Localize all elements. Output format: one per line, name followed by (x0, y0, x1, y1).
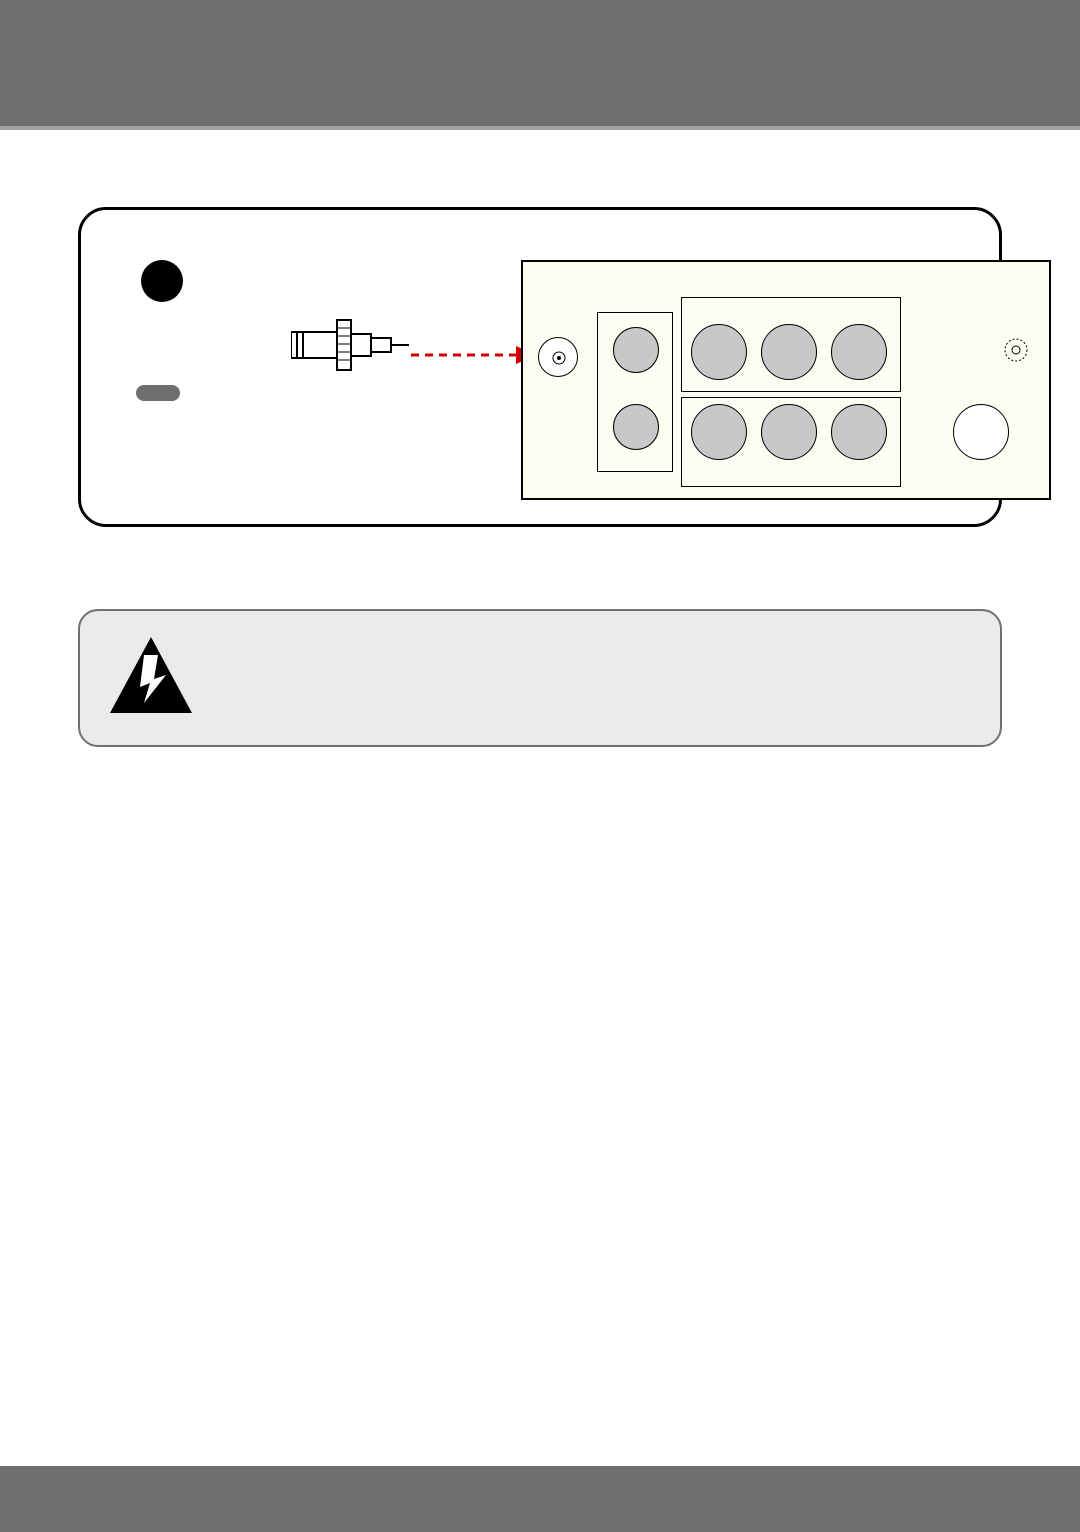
warning-icon (106, 633, 196, 723)
rear-panel (521, 260, 1051, 500)
jack-r (613, 404, 659, 450)
jack-cb (761, 324, 817, 380)
screw-icon (1003, 337, 1029, 363)
jack-av-r (831, 404, 887, 460)
content-area (0, 130, 1080, 747)
header-bar (0, 0, 1080, 130)
jack-video (691, 404, 747, 460)
jack-cr (831, 324, 887, 380)
cable-line-label (136, 385, 180, 401)
cable-plug-icon (291, 310, 411, 380)
jack-y (691, 324, 747, 380)
jack-av-l (761, 404, 817, 460)
step-badge (141, 260, 183, 302)
jack-coaxial (953, 404, 1009, 460)
footer-bar (0, 1466, 1080, 1532)
jack-l (613, 327, 659, 373)
connection-diagram (78, 207, 1002, 527)
warning-box (78, 609, 1002, 747)
jack-tv-ant (538, 337, 578, 377)
